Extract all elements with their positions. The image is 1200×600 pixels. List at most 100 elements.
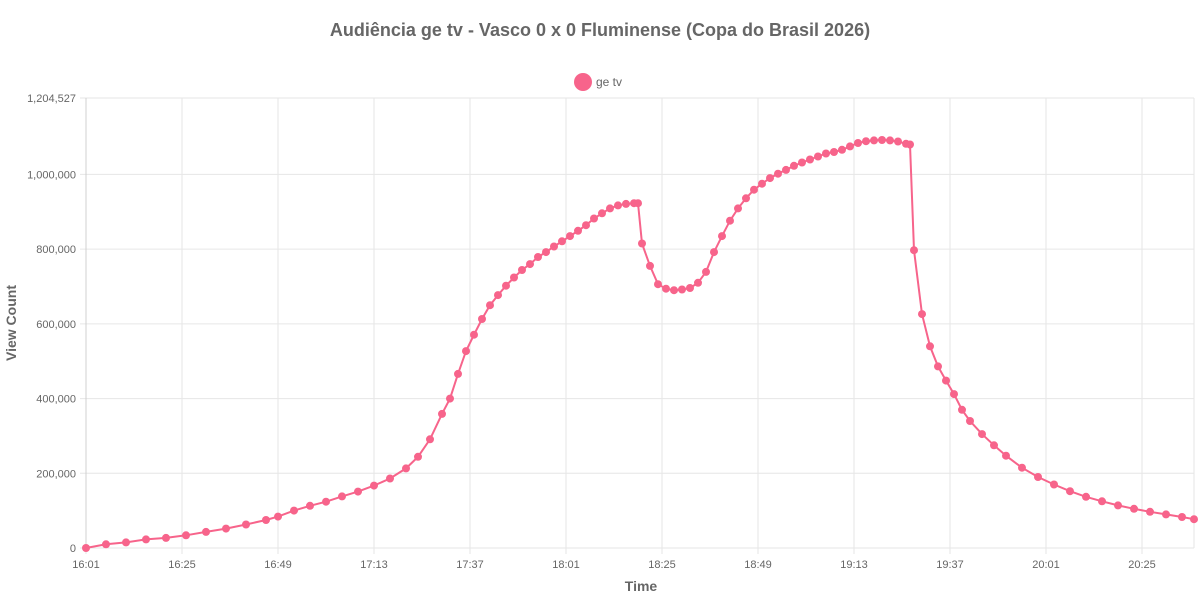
data-point[interactable] [726,216,734,225]
data-point[interactable] [886,136,894,145]
data-point[interactable] [574,226,582,235]
data-point[interactable] [322,497,330,506]
data-point[interactable] [910,246,918,255]
data-point[interactable] [1190,515,1198,524]
data-point[interactable] [338,492,346,501]
data-point[interactable] [162,533,170,542]
data-point[interactable] [122,538,130,547]
data-point[interactable] [646,261,654,270]
data-point[interactable] [918,310,926,319]
data-point[interactable] [1098,497,1106,506]
data-point[interactable] [370,481,378,490]
data-point[interactable] [790,161,798,170]
data-point[interactable] [1114,501,1122,510]
data-point[interactable] [290,506,298,515]
data-point[interactable] [534,253,542,261]
data-point[interactable] [878,136,886,144]
data-point[interactable] [1066,487,1074,496]
data-point[interactable] [774,169,782,178]
data-point[interactable] [470,330,478,339]
data-point[interactable] [926,342,934,351]
data-point[interactable] [438,409,446,418]
data-point[interactable] [102,540,110,549]
data-point[interactable] [990,441,998,450]
data-point[interactable] [694,278,702,287]
data-point[interactable] [526,260,534,269]
data-point[interactable] [798,158,806,167]
data-point[interactable] [662,284,670,293]
data-point[interactable] [846,142,854,151]
data-point[interactable] [766,174,774,183]
data-point[interactable] [478,315,486,323]
data-point[interactable] [862,137,870,146]
data-point[interactable] [906,140,914,149]
data-point[interactable] [402,464,410,473]
legend[interactable]: ge tv [574,73,622,91]
data-point[interactable] [354,487,362,496]
data-point[interactable] [854,139,862,147]
data-point[interactable] [414,452,422,461]
data-point[interactable] [710,248,718,257]
data-point[interactable] [758,179,766,188]
data-point[interactable] [830,148,838,156]
data-point[interactable] [622,199,630,208]
data-point[interactable] [1018,463,1026,472]
data-point[interactable] [590,214,598,223]
data-point[interactable] [838,145,846,154]
data-point[interactable] [1050,480,1058,489]
data-point[interactable] [446,394,454,403]
data-point[interactable] [494,291,502,300]
data-point[interactable] [386,474,394,483]
data-point[interactable] [142,535,150,544]
data-point[interactable] [82,544,90,552]
data-point[interactable] [518,266,526,274]
data-point[interactable] [1178,513,1186,521]
data-point[interactable] [462,347,470,356]
data-point[interactable] [274,512,282,521]
data-point[interactable] [814,152,822,161]
data-point[interactable] [262,516,270,524]
data-point[interactable] [942,376,950,385]
data-point[interactable] [182,531,190,540]
data-point[interactable] [614,201,622,210]
data-point[interactable] [702,267,710,276]
data-point[interactable] [306,501,314,510]
data-point[interactable] [454,369,462,378]
data-point[interactable] [550,242,558,251]
data-point[interactable] [1130,504,1138,513]
data-point[interactable] [542,248,550,257]
data-point[interactable] [950,390,958,399]
data-point[interactable] [1082,492,1090,501]
data-point[interactable] [742,194,750,203]
data-point[interactable] [734,204,742,213]
data-point[interactable] [558,237,566,246]
data-point[interactable] [510,273,518,282]
data-point[interactable] [654,280,662,289]
data-point[interactable] [598,209,606,218]
data-point[interactable] [202,527,210,536]
data-point[interactable] [822,149,830,158]
data-point[interactable] [870,136,878,145]
data-point[interactable] [502,281,510,290]
data-point[interactable] [718,232,726,241]
data-point[interactable] [222,524,230,533]
data-point[interactable] [486,301,494,310]
data-point[interactable] [958,405,966,414]
data-point[interactable] [806,155,814,164]
data-point[interactable] [670,286,678,295]
data-point[interactable] [966,417,974,425]
data-point[interactable] [934,362,942,371]
data-point[interactable] [978,430,986,439]
data-point[interactable] [782,165,790,174]
data-point[interactable] [638,239,646,248]
data-point[interactable] [1002,451,1010,460]
data-point[interactable] [1162,510,1170,519]
data-point[interactable] [426,435,434,444]
data-point[interactable] [686,284,694,292]
data-point[interactable] [242,520,250,529]
data-point[interactable] [750,185,758,194]
data-point[interactable] [582,221,590,230]
data-point[interactable] [1146,507,1154,516]
data-point[interactable] [606,204,614,213]
data-point[interactable] [634,199,642,208]
